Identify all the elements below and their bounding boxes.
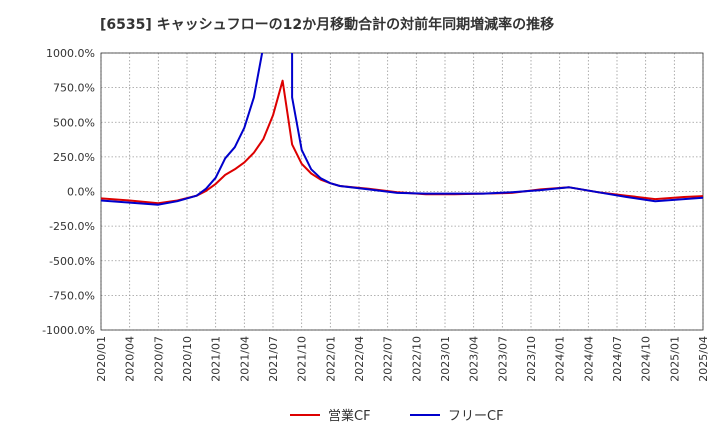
- x-tick-label: 2025/04: [697, 336, 710, 382]
- chart-title: [6535] キャッシュフローの12か月移動合計の対前年同期増減率の推移: [100, 17, 555, 33]
- x-tick-label: 2021/01: [210, 336, 223, 382]
- y-tick-label: -500.0%: [49, 255, 95, 268]
- x-tick-label: 2022/10: [410, 336, 423, 382]
- x-tick-label: 2023/01: [439, 336, 452, 382]
- legend-label-0: 営業CF: [328, 408, 371, 424]
- x-tick-label: 2022/01: [324, 336, 337, 382]
- x-tick-label: 2025/01: [668, 336, 681, 382]
- x-tick-label: 2022/07: [382, 336, 395, 382]
- y-tick-label: 0.0%: [67, 186, 95, 199]
- x-tick-label: 2023/04: [468, 336, 481, 382]
- y-tick-label: -1000.0%: [42, 324, 95, 337]
- x-tick-label: 2021/04: [238, 336, 251, 382]
- x-tick-label: 2024/10: [640, 336, 653, 382]
- y-tick-label: 1000.0%: [46, 47, 95, 60]
- x-tick-label: 2024/04: [582, 336, 595, 382]
- plot-frame: [100, 52, 704, 331]
- y-tick-label: 750.0%: [53, 82, 95, 95]
- x-tick-label: 2020/07: [152, 336, 165, 382]
- y-tick-label: -750.0%: [49, 289, 95, 302]
- x-tick-label: 2020/01: [95, 336, 108, 382]
- x-tick-label: 2021/07: [267, 336, 280, 382]
- x-tick-label: 2023/10: [525, 336, 538, 382]
- y-tick-label: 250.0%: [53, 151, 95, 164]
- x-tick-label: 2020/10: [181, 336, 194, 382]
- x-tick-label: 2021/10: [296, 336, 309, 382]
- y-tick-label: 500.0%: [53, 116, 95, 129]
- x-tick-label: 2023/07: [496, 336, 509, 382]
- x-tick-label: 2022/04: [353, 336, 366, 382]
- x-tick-label: 2024/01: [554, 336, 567, 382]
- legend-label-1: フリーCF: [448, 409, 504, 424]
- series-line-1: [101, 53, 703, 206]
- x-tick-label: 2020/04: [124, 336, 137, 382]
- y-tick-label: -250.0%: [49, 220, 95, 233]
- x-tick-label: 2024/07: [611, 336, 624, 382]
